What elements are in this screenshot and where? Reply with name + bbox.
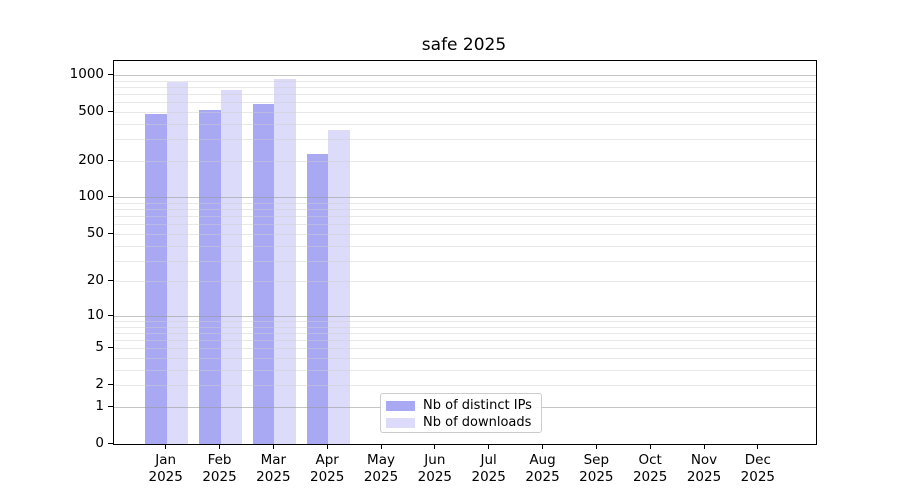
x-axis-tick (757, 444, 759, 449)
y-gridline-minor (114, 260, 816, 262)
x-axis-tick (326, 444, 328, 449)
y-gridline-minor (114, 321, 816, 322)
y-axis-tick (108, 232, 113, 234)
y-gridline-minor (114, 86, 816, 88)
y-tick-label: 50 (86, 224, 104, 241)
legend-swatch-downloads (386, 417, 415, 428)
bar-downloads-mar (274, 78, 296, 444)
y-tick-label: 500 (78, 102, 104, 119)
x-tick-label: Jul 2025 (471, 452, 506, 485)
y-tick-label: 10 (86, 306, 104, 323)
bar-downloads-jan (166, 82, 189, 444)
y-axis-tick (108, 347, 113, 349)
x-axis-tick (165, 444, 167, 449)
y-gridline-minor (114, 160, 816, 162)
x-tick-label: Aug 2025 (525, 452, 560, 485)
x-axis-tick (542, 444, 543, 449)
y-axis-tick (108, 384, 113, 386)
x-axis-tick (380, 444, 382, 449)
x-axis-tick (488, 444, 490, 449)
bar-distinct-ips-jan (145, 114, 167, 444)
bar-distinct-ips-apr (306, 153, 329, 444)
x-axis-tick (703, 444, 705, 449)
y-axis-tick (108, 159, 113, 161)
y-gridline-major (114, 74, 816, 76)
plot-area (113, 60, 817, 445)
x-tick-label: Dec 2025 (740, 452, 775, 485)
bar-downloads-feb (220, 89, 243, 444)
bar-downloads-apr (328, 129, 350, 444)
y-axis-tick (108, 110, 113, 112)
y-tick-label: 1000 (69, 65, 104, 82)
y-gridline-minor (114, 80, 816, 82)
y-gridline-minor (114, 358, 816, 360)
y-gridline-minor (114, 245, 816, 247)
bar-distinct-ips-mar (252, 104, 275, 444)
y-gridline-major (114, 315, 816, 317)
legend-item-downloads: Nb of downloads (386, 414, 536, 431)
bar-distinct-ips-feb (199, 110, 221, 444)
legend-item-distinct-ips: Nb of distinct IPs (386, 397, 536, 414)
y-axis-tick (108, 314, 113, 316)
y-tick-label: 0 (95, 435, 104, 451)
y-gridline-minor (114, 385, 816, 387)
x-tick-label: Jan 2025 (148, 452, 183, 485)
x-tick-label: Apr 2025 (310, 452, 345, 485)
legend-label-downloads: Nb of downloads (423, 414, 532, 430)
y-gridline-minor (114, 111, 816, 113)
x-axis-tick (272, 444, 274, 449)
y-gridline-minor (114, 102, 816, 104)
x-tick-label: Oct 2025 (632, 452, 668, 485)
chart-title: safe 2025 (421, 35, 507, 55)
y-gridline-major (114, 197, 816, 199)
x-tick-label: Sep 2025 (579, 452, 614, 485)
y-tick-label: 200 (78, 151, 104, 168)
y-gridline-minor (114, 326, 816, 328)
y-gridline-minor (114, 209, 816, 211)
y-gridline-minor (114, 281, 816, 283)
x-tick-label: Jun 2025 (417, 452, 453, 485)
legend-swatch-distinct-ips (386, 400, 415, 411)
y-tick-label: 100 (78, 188, 104, 205)
y-gridline-minor (114, 348, 816, 350)
x-tick-label: Mar 2025 (256, 452, 291, 485)
y-axis-tick (108, 405, 113, 407)
x-tick-label: Feb 2025 (202, 452, 237, 485)
y-gridline-minor (114, 216, 816, 218)
y-axis-tick (108, 196, 113, 198)
y-tick-label: 20 (86, 272, 104, 289)
y-axis-tick (108, 443, 113, 444)
y-gridline-minor (114, 340, 816, 342)
legend: Nb of distinct IPs Nb of downloads (380, 393, 542, 433)
x-tick-label: Nov 2025 (686, 452, 722, 485)
y-gridline-minor (114, 369, 816, 371)
x-axis-tick (219, 444, 221, 449)
y-tick-label: 1 (95, 397, 104, 414)
x-axis-tick (434, 444, 436, 449)
legend-label-distinct-ips: Nb of distinct IPs (423, 397, 532, 413)
y-tick-label: 5 (95, 339, 104, 356)
y-gridline-minor (114, 332, 816, 334)
y-axis-tick (108, 73, 113, 75)
y-tick-label: 2 (95, 376, 104, 393)
y-gridline-minor (114, 139, 816, 141)
x-tick-label: May 2025 (363, 452, 399, 485)
y-gridline-minor (114, 93, 816, 95)
y-gridline-minor (114, 123, 816, 125)
y-gridline-minor (114, 203, 816, 205)
x-axis-tick (649, 444, 651, 449)
y-gridline-minor (114, 233, 816, 235)
y-axis-tick (108, 280, 113, 282)
y-gridline-minor (114, 224, 816, 226)
x-axis-tick (595, 444, 597, 449)
